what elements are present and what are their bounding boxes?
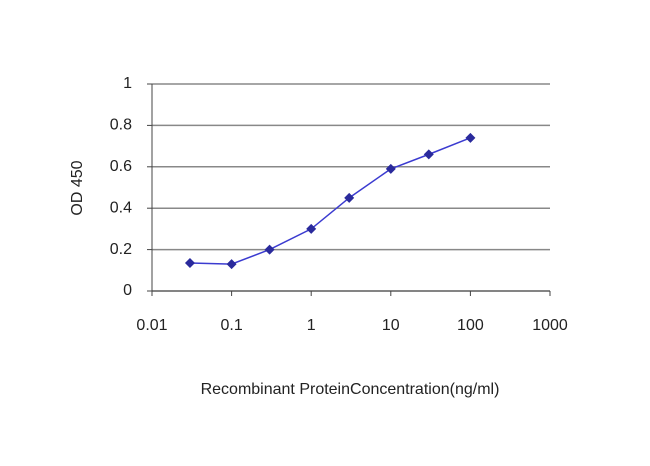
data-point xyxy=(306,223,317,234)
data-point xyxy=(423,149,434,160)
data-point xyxy=(264,244,275,255)
x-tick-label: 0.1 xyxy=(220,317,242,334)
x-tick-label: 10 xyxy=(382,317,400,334)
y-tick-label: 0.8 xyxy=(110,117,132,134)
x-tick-label: 100 xyxy=(457,317,484,334)
y-tick-label: 0.2 xyxy=(110,241,132,258)
y-axis-label: OD 450 xyxy=(69,160,86,215)
y-tick-label: 0.4 xyxy=(110,199,132,216)
data-point xyxy=(344,192,355,203)
y-tick-label: 1 xyxy=(123,75,132,92)
data-point xyxy=(184,258,195,269)
data-point xyxy=(465,132,476,143)
x-tick-label: 0.01 xyxy=(136,317,167,334)
data-point xyxy=(226,259,237,270)
y-tick-label: 0.6 xyxy=(110,158,132,175)
x-axis-label: Recombinant ProteinConcentration(ng/ml) xyxy=(201,381,500,398)
x-tick-label: 1000 xyxy=(532,317,568,334)
data-line xyxy=(189,137,471,265)
x-tick-label: 1 xyxy=(307,317,316,334)
data-point xyxy=(385,163,396,174)
y-tick-label: 0 xyxy=(123,282,132,299)
